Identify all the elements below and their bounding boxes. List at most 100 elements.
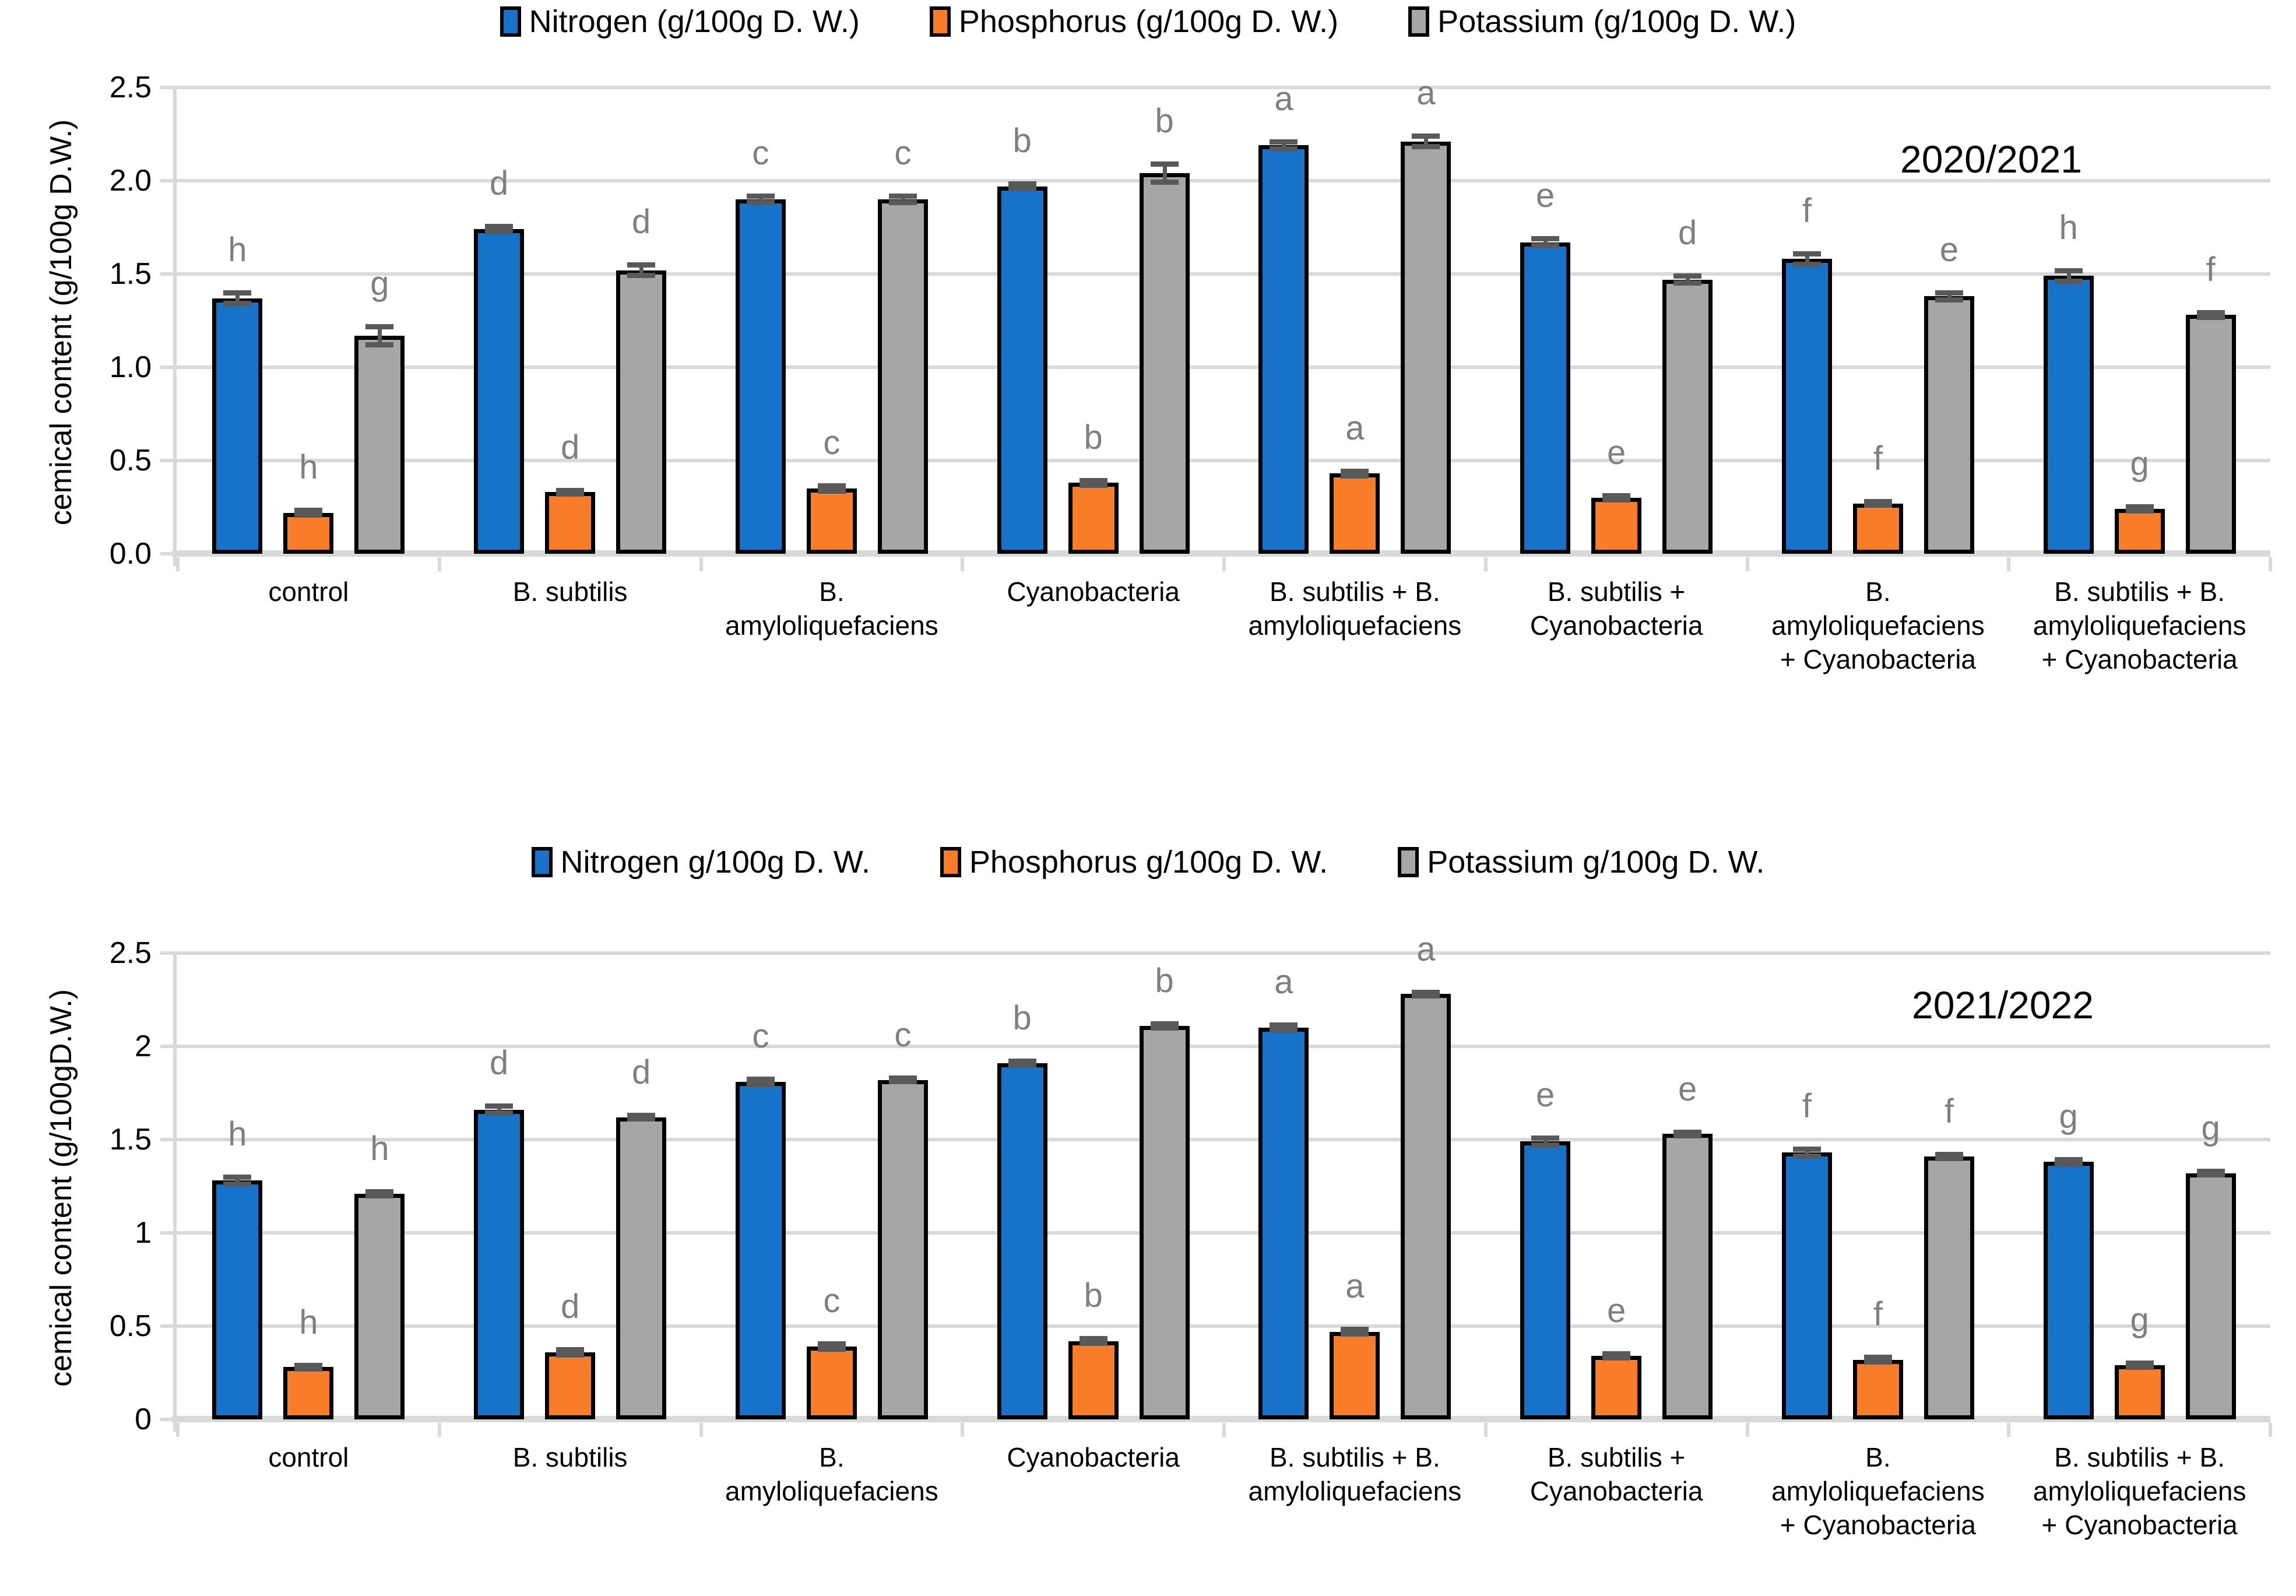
error-bar [294,507,323,518]
significance-letter: e [1606,1292,1626,1330]
error-bar [1531,1135,1560,1148]
category-label: B. amyloliquefaciens [725,576,938,641]
year-label: 2021/2022 [1912,983,2094,1026]
nitrogen-swatch-icon [500,6,521,37]
y-tick-mark [160,1138,173,1141]
y-tick-mark [160,179,173,182]
bar-phosphorus [1068,1341,1119,1419]
y-tick-mark [160,1324,173,1328]
significance-letter: d [631,1053,651,1091]
bar-potassium [1924,1156,1974,1419]
gridline [173,1138,2270,1141]
significance-letter: b [1155,102,1174,140]
significance-letter: a [1274,79,1293,118]
bar-nitrogen [997,186,1047,554]
x-tick-mark [1222,557,1226,571]
significance-letter: g [2130,1301,2149,1340]
bar-potassium [877,1080,928,1419]
x-tick-mark [1222,1423,1226,1437]
category-label: B. amyloliquefaciens + Cyanobacteria [1771,576,1985,674]
error-bar [1150,161,1179,185]
year-label: 2020/2021 [1900,138,2082,181]
error-bar-part [1615,493,1619,502]
legend-label: Nitrogen g/100g D. W. [560,845,870,880]
significance-letter: f [1873,439,1883,477]
error-bar-part [2209,310,2213,321]
bar-nitrogen [1258,145,1309,554]
error-bar [2054,268,2083,284]
bar-potassium [2185,1173,2236,1419]
legend-item-phosphorus: Phosphorus (g/100g D. W.) [929,3,1338,40]
bar-nitrogen [997,1063,1047,1419]
error-bar [1792,251,1821,267]
error-bar-part [1282,139,1286,152]
error-bar-part [378,1189,382,1198]
error-bar [2125,504,2154,514]
bar-phosphorus [1068,483,1119,554]
error-bar-part [568,1347,573,1358]
legend-item-potassium: Potassium g/100g D. W. [1398,844,1764,880]
x-tick-mark [176,557,180,571]
x-tick-mark [961,1423,965,1437]
error-bar-part [1162,161,1167,185]
category-label: B. subtilis + B. amyloliquefaciens + Cya… [2033,576,2246,674]
error-bar-part [1805,251,1809,267]
error-bar-part [1876,1354,1880,1365]
plot-area: 0 0.5 1 1.5 2 2.5 control B. subtilis B. amyloli… [110,930,2272,1540]
error-bar [817,1341,846,1352]
error-bar-part [639,1112,644,1122]
x-tick-mark [699,1423,703,1437]
error-bar [2196,310,2225,321]
bar-nitrogen [474,1109,525,1419]
significance-letter: h [2059,208,2078,247]
legend-label: Nitrogen (g/100g D. W.) [529,4,860,39]
error-bar [556,1347,585,1358]
chart-2021-2022: Nitrogen g/100g D. W. Phosphorus g/100g … [0,790,2296,1581]
significance-letter: d [631,203,651,241]
error-bar [1935,1151,1963,1161]
significance-letter: h [228,1115,247,1153]
error-bar-part [2066,1156,2071,1168]
error-bar [556,487,585,497]
y-tick-mark [160,1418,173,1421]
error-bar-part [1947,1151,1952,1161]
significance-letter: f [2206,250,2216,289]
error-bar [2125,1361,2154,1370]
category-label: B. amyloliquefaciens + Cyanobacteria [1771,1442,1985,1540]
bar-phosphorus [806,488,857,554]
error-bar [2054,1156,2083,1168]
category-label: B. subtilis + Cyanobacteria [1530,576,1703,641]
x-axis-line [172,550,2270,557]
plot-area: 0.0 0.5 1.0 1.5 2.0 2.5 control B. subtilis B. a… [110,71,2272,674]
y-axis-line [173,951,177,1432]
error-bar [746,193,775,206]
y-tick-label: 2 [135,1029,152,1063]
significance-letter: e [1678,1070,1697,1108]
significance-letter: b [1155,961,1174,1000]
significance-letter: d [489,164,509,203]
category-label: B. subtilis + B. amyloliquefaciens + Cya… [2033,1442,2246,1540]
x-tick-mark [1483,557,1488,571]
y-axis-title: cemical content (g/100gD.W.) [44,989,78,1387]
error-bar-part [2209,1168,2213,1178]
error-bar [1008,1058,1036,1068]
significance-letter: g [2201,1109,2220,1147]
significance-letter: f [1873,1295,1883,1333]
error-bar [1079,477,1107,488]
y-axis-line [173,86,177,566]
gridline [173,365,2270,369]
gridline [173,459,2270,462]
error-bar [1079,1335,1107,1347]
error-bar [1935,290,1963,303]
x-tick-mark [1745,1423,1749,1437]
significance-letter: b [1012,999,1032,1037]
legend: Nitrogen g/100g D. W. Phosphorus g/100g … [0,844,2296,880]
category-label: Cyanobacteria [1007,1442,1180,1472]
y-tick-mark [160,272,173,276]
error-bar-part [1020,1058,1025,1068]
error-bar-part [1543,236,1548,248]
y-tick-label: 2.0 [109,164,152,198]
error-bar [1863,1354,1892,1365]
error-bar [627,1112,656,1122]
